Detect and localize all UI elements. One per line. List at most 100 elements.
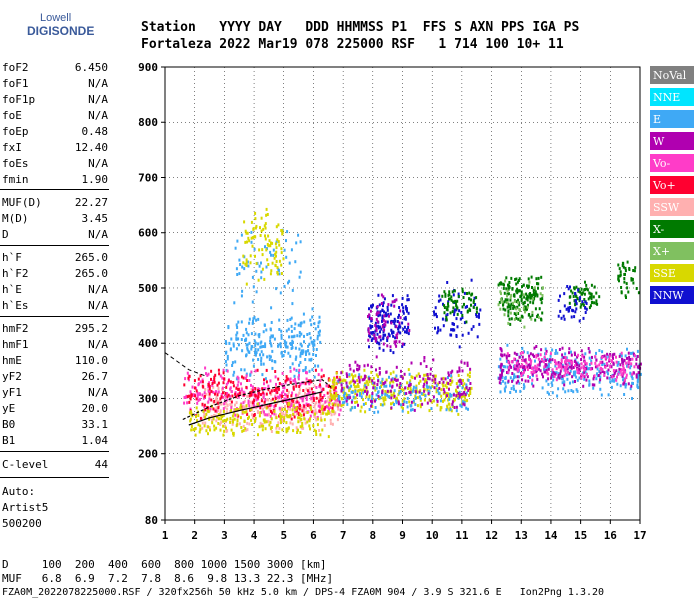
echo-point [371,392,374,395]
echo-point [433,386,436,390]
echo-point [501,371,503,375]
echo-point [512,293,515,297]
echo-point [532,366,535,370]
echo-point [435,390,438,394]
echo-point [308,342,311,346]
echo-point [297,233,300,237]
echo-point [294,408,297,412]
echo-point [258,248,261,252]
echo-point [280,229,283,232]
echo-point [381,382,384,386]
echo-point [506,292,509,296]
echo-point [582,384,585,388]
echo-point [509,364,512,368]
echo-point [224,360,227,363]
echo-point [302,413,305,417]
echo-point [576,361,579,365]
echo-point [245,231,248,235]
echo-point [507,321,510,325]
echo-point [544,370,547,374]
echo-point [246,412,249,416]
echo-point [584,362,587,366]
echo-point [452,306,455,310]
echo-point [312,397,315,400]
echo-point [215,390,217,394]
echo-point [273,400,276,404]
echo-point [260,356,263,360]
echo-point [462,394,465,398]
echo-point [199,374,202,378]
echo-point [257,433,259,437]
echo-point [241,289,244,293]
echo-point [314,412,316,416]
echo-point [504,389,506,393]
echo-point [603,374,606,377]
echo-point [449,379,452,382]
echo-point [313,343,316,347]
echo-point [364,375,367,379]
echo-point [375,386,378,390]
echo-point [601,363,604,366]
echo-point [225,341,227,345]
echo-point [516,367,519,371]
echo-point [620,368,623,372]
echo-point [622,265,625,269]
echo-point [515,289,518,293]
echo-point [400,405,403,409]
echo-point [426,388,429,392]
echo-point [307,381,310,385]
echo-point [250,418,253,422]
echo-point [624,269,627,273]
echo-point [412,388,415,392]
echo-point [362,388,365,392]
echo-point [258,335,261,339]
echo-point [394,342,397,346]
echo-point [433,313,436,317]
echo-point [232,420,234,424]
echo-point [605,361,608,365]
echo-point [375,313,378,316]
echo-point [263,277,266,281]
echo-point [303,417,306,421]
echo-point [338,378,341,382]
echo-point [375,327,378,331]
echo-point [590,361,593,365]
echo-point [446,404,449,408]
echo-point [351,391,354,394]
echo-point [336,394,338,398]
echo-point [278,328,281,331]
echo-point [252,317,255,321]
echo-point [226,403,229,407]
echo-point [584,360,587,364]
echo-point [230,404,233,408]
echo-point [503,313,506,317]
echo-point [561,353,564,357]
echo-point [233,370,236,374]
echo-point [350,384,353,388]
echo-point [238,258,241,262]
echo-point [273,389,276,392]
echo-point [566,285,569,288]
echo-point [588,291,591,295]
echo-point [290,417,293,421]
echo-point [272,253,275,257]
echo-point [319,433,322,437]
echo-point [270,334,273,338]
echo-point [370,365,373,369]
echo-point [204,388,207,391]
echo-point [324,400,327,404]
echo-point [504,376,507,380]
echo-point [183,396,186,399]
echo-point [398,313,400,317]
echo-point [273,337,276,341]
echo-point [528,354,531,358]
echo-point [475,314,478,318]
echo-point [307,404,310,408]
echo-point [243,405,246,409]
echo-point [240,338,243,341]
echo-point [466,310,469,314]
echo-point [557,373,560,377]
echo-point [526,368,529,371]
echo-point [308,390,311,394]
echo-point [274,252,277,256]
